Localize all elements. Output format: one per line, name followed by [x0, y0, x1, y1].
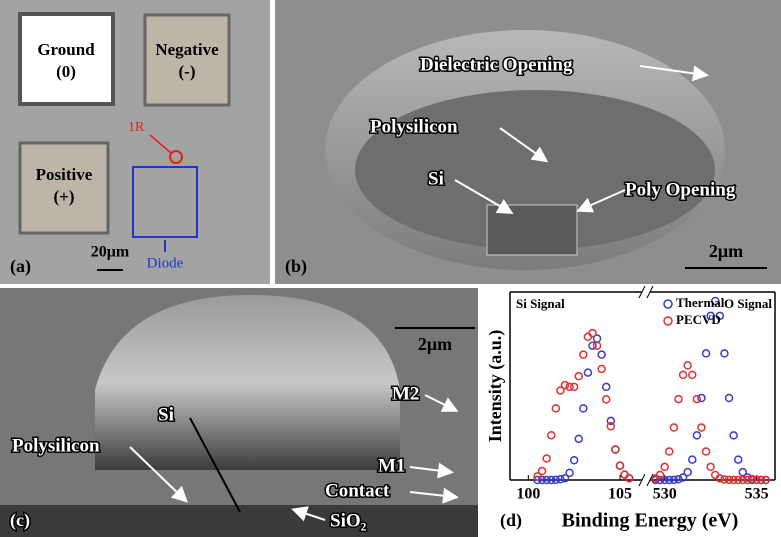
x-axis-title: Binding Energy (eV)	[562, 510, 739, 532]
pad-label: (+)	[53, 187, 74, 206]
scale-label: 2μm	[709, 241, 743, 261]
annotation: Poly Opening	[625, 179, 736, 200]
annotation: Dielectric Opening	[420, 54, 573, 75]
x-tick-label: 105	[608, 486, 632, 503]
annotation: 1R	[128, 120, 145, 135]
legend-label: Thermal	[676, 295, 725, 310]
pad	[20, 14, 113, 104]
panel-label: (b)	[285, 256, 307, 277]
panel-label: (c)	[10, 510, 30, 531]
panel-b: Dielectric Opening Polysilicon Si Poly O…	[275, 0, 781, 284]
x-tick-label: 100	[516, 486, 540, 503]
panel-label: (a)	[10, 256, 31, 277]
panel-d: (d) Binding Energy (eV) Intensity (a.u.)…	[483, 286, 781, 537]
segment-label: O Signal	[724, 296, 772, 311]
pad	[145, 15, 229, 105]
x-tick-label: 530	[653, 486, 677, 503]
poly-opening	[487, 205, 577, 255]
pad-label: (0)	[56, 62, 76, 81]
annotation: Si	[428, 168, 444, 189]
annotation: Si	[158, 404, 174, 425]
legend-label: PECVD	[676, 312, 721, 327]
annotation: Polysilicon	[370, 116, 458, 137]
pad-label: Negative	[155, 40, 219, 59]
annotation: M2	[392, 383, 419, 404]
pad-label: (-)	[179, 62, 196, 81]
annotation: M1	[378, 455, 405, 476]
segment-label: Si Signal	[516, 296, 565, 311]
figure: Ground (0) Negative (-) Positive (+) 1R …	[0, 0, 781, 537]
annotation: Contact	[325, 480, 390, 501]
x-tick-label: 535	[745, 486, 769, 503]
pad-label: Positive	[36, 165, 93, 184]
panel-label: (d)	[500, 510, 522, 531]
panel-a: Ground (0) Negative (-) Positive (+) 1R …	[0, 0, 270, 284]
y-axis-title: Intensity (a.u.)	[485, 330, 506, 443]
scale-label: 2μm	[418, 334, 452, 354]
annotation: SiO₂	[330, 510, 367, 531]
scale-label: 20μm	[91, 244, 130, 261]
annotation: Diode	[147, 255, 184, 271]
panel-c: 2μm M2 Si Polysilicon M1 Contact SiO₂ (c…	[0, 288, 478, 537]
annotation: Polysilicon	[12, 435, 100, 456]
pad-label: Ground	[37, 40, 95, 59]
